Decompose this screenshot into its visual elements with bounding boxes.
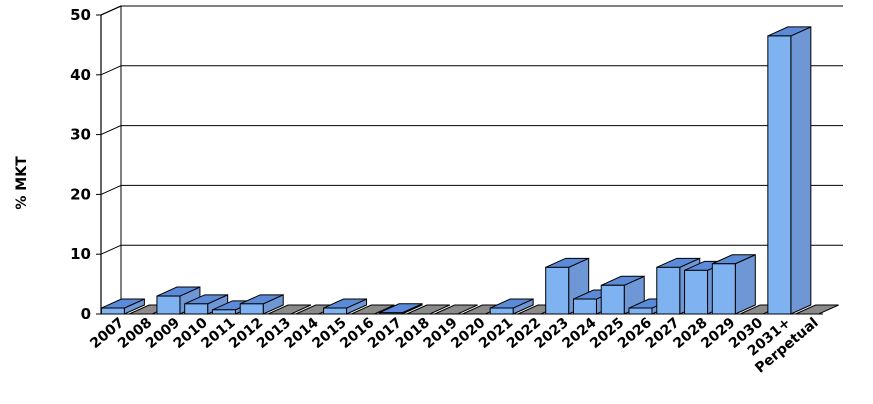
bar-front-face <box>211 309 236 315</box>
bar-2021 <box>489 298 534 315</box>
bar-front-face <box>378 312 403 315</box>
y-axis-label: % MKT <box>14 156 30 210</box>
bar-front-face <box>239 303 264 315</box>
y-tick-label: 30 <box>70 126 91 144</box>
zero-bar-slab <box>434 304 478 315</box>
gridline-depth <box>100 65 122 76</box>
y-axis-top-depth <box>100 5 122 16</box>
bar-front-face <box>156 295 181 315</box>
bar-front-face <box>711 263 736 315</box>
gridline-depth <box>100 244 122 255</box>
bar-front-face <box>100 307 125 315</box>
bar-side-face <box>734 253 756 315</box>
zero-bar-slab <box>351 304 395 315</box>
bar-2016 <box>351 304 395 315</box>
bar-front-face <box>767 35 792 315</box>
gridline-depth <box>100 184 122 195</box>
bar-Perpetual <box>795 304 839 315</box>
zero-bar-slab <box>267 304 312 315</box>
y-axis: 0 10 20 30 40 50 <box>70 5 122 323</box>
bar-2019 <box>434 304 478 315</box>
bar-front-face <box>656 266 681 315</box>
bar-side-face <box>790 26 812 315</box>
bar-2007 <box>100 298 145 315</box>
bar-front-face <box>572 298 597 315</box>
y-tick-label: 50 <box>70 6 91 24</box>
x-tick-labels: 2007200820092010201120122013201420152016… <box>87 315 821 377</box>
bars <box>100 26 839 315</box>
bar-front-face <box>489 307 514 315</box>
gridline-depth <box>100 125 122 136</box>
bar-front-face <box>628 307 653 315</box>
zero-bar-slab <box>795 304 839 315</box>
bar-2031+ <box>767 26 812 315</box>
bar-2029 <box>711 253 756 315</box>
y-tick-label: 40 <box>70 66 91 84</box>
bar-front-face <box>600 284 625 315</box>
zero-bar-slab <box>406 304 451 315</box>
bar-front-face <box>545 266 570 315</box>
bar-front-face <box>684 269 709 315</box>
bar-front-face <box>323 307 348 315</box>
y-tick-label: 20 <box>70 185 91 203</box>
bar-2017 <box>378 303 423 315</box>
bar-2013 <box>267 304 312 315</box>
y-tick-label: 0 <box>81 305 91 323</box>
bar-2018 <box>406 304 451 315</box>
bar-2012 <box>239 294 284 315</box>
y-tick-label: 10 <box>70 245 91 263</box>
bar-2015 <box>323 298 368 315</box>
bar-front-face <box>184 303 209 315</box>
